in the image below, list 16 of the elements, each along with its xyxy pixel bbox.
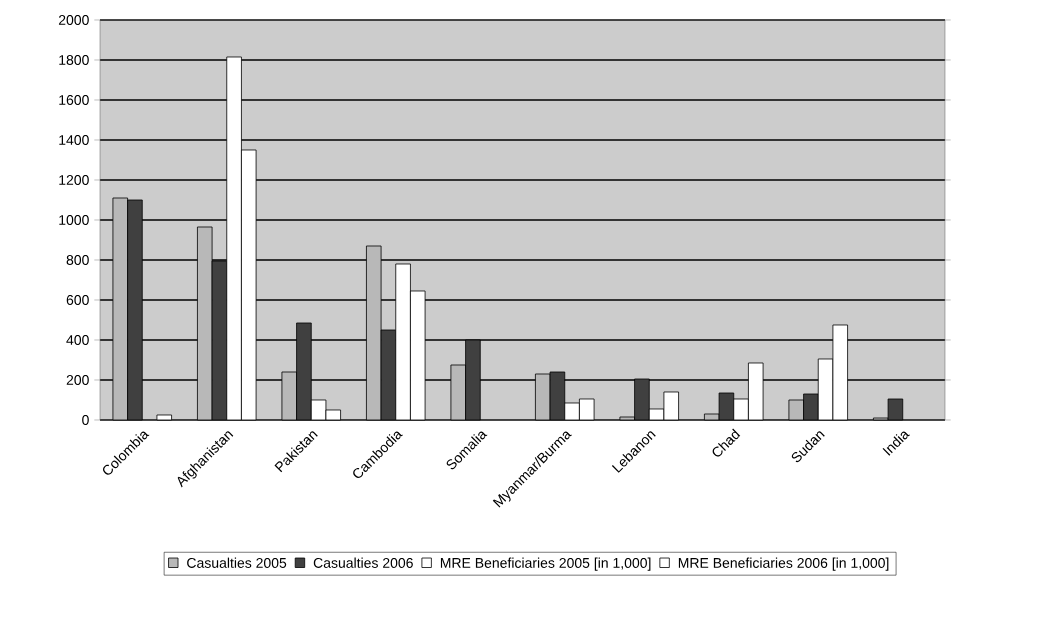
y-tick-label: 1200	[59, 175, 89, 185]
y-tick-label: 200	[66, 375, 89, 385]
y-tick-label: 2000	[58, 15, 89, 25]
y-tick-label: 600	[66, 295, 89, 305]
y-tick-label: 1000	[59, 215, 89, 225]
y-tick-label: 400	[66, 335, 89, 345]
legend-label: MRE Beneficiaries 2006 [in 1,000]	[678, 557, 889, 571]
y-tick-label: 1400	[59, 135, 89, 145]
legend-label: Casualties 2005	[187, 557, 287, 568]
bar	[156, 414, 172, 421]
y-tick-label: 800	[66, 255, 89, 265]
y-tick-label: 1600	[59, 95, 89, 105]
legend-label: Casualties 2006	[313, 557, 413, 568]
legend-label: MRE Beneficiaries 2005 [in 1,000]	[440, 557, 651, 571]
y-tick-label: 1800	[59, 55, 89, 65]
y-tick-label: 0	[82, 415, 89, 425]
